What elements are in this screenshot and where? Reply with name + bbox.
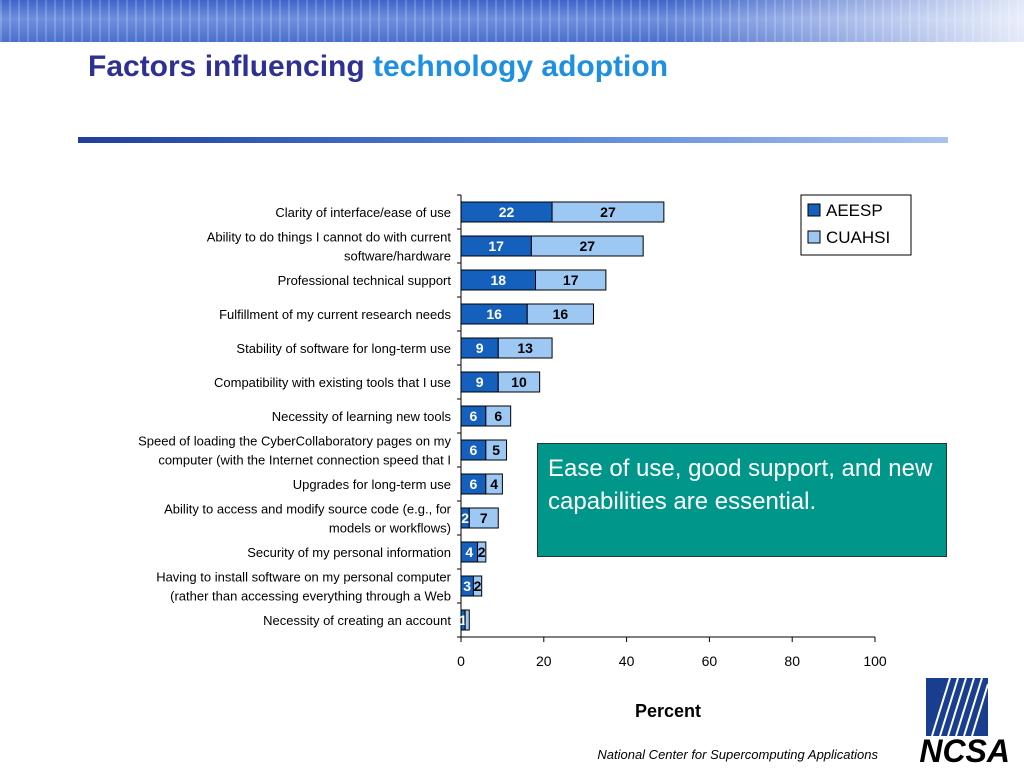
callout-text: Ease of use, good support, and new capab… [548,455,933,515]
bar-cuahsi [464,609,470,631]
x-axis-title: Percent [635,701,701,721]
footer-org-name: National Center for Supercomputing Appli… [597,747,878,762]
x-tick-label: 80 [784,653,800,669]
callout-box: Ease of use, good support, and new capab… [537,443,947,557]
data-label-cuahsi: 13 [517,340,533,356]
category-label: Compatibility with existing tools that I… [214,375,451,390]
category-label: Stability of software for long-term use [236,341,451,356]
top-banner [0,0,1024,42]
bar-cuahsi [497,337,553,359]
bar-cuahsi [485,439,508,461]
data-label-cuahsi: 27 [579,238,595,254]
category-label: (rather than accessing everything throug… [170,589,451,604]
legend-label-cuahsi: CUAHSI [826,228,890,247]
bar-cuahsi [551,201,665,223]
category-label: Necessity of learning new tools [272,409,452,424]
data-label-cuahsi: 16 [553,306,569,322]
slide-title: Factors influencing technology adoption [88,50,668,84]
data-label-aeesp: 4 [465,544,473,560]
data-label-aeesp: 9 [476,374,484,390]
data-label-cuahsi: 2 [474,578,482,594]
bar-cuahsi [485,405,512,427]
logo-mark-stripes [931,677,989,737]
category-label: software/hardware [344,249,451,264]
logo-text: NCSA [919,733,1010,764]
title-part-1: Factors influencing [88,50,365,83]
bar-cuahsi [472,575,483,597]
category-label: Speed of loading the CyberCollaboratory … [138,434,451,449]
title-divider [78,137,948,143]
title-part-2: technology adoption [373,50,669,83]
category-label: Upgrades for long-term use [293,477,451,492]
x-tick-label: 60 [702,653,718,669]
data-label-cuahsi: 5 [492,442,500,458]
category-label: computer (with the Internet connection s… [158,453,451,468]
legend-swatch-aeesp [807,203,821,217]
category-label: Ability to access and modify source code… [164,502,452,517]
data-label-cuahsi: 10 [511,374,527,390]
category-label: Fulfillment of my current research needs [219,307,451,322]
data-label-cuahsi: 2 [478,544,486,560]
data-label-aeesp: 1 [459,612,467,628]
data-label-aeesp: 17 [488,238,504,254]
data-label-aeesp: 22 [499,204,515,220]
bar-cuahsi [468,507,499,529]
category-label: Security of my personal information [247,545,451,560]
legend-swatch-cuahsi [807,230,821,244]
data-label-cuahsi: 17 [563,272,579,288]
ncsa-logo: NCSA [919,677,1010,764]
data-label-aeesp: 18 [490,272,506,288]
category-label: Having to install software on my persona… [156,570,451,585]
data-label-aeesp: 16 [486,306,502,322]
x-tick-label: 40 [619,653,635,669]
data-label-aeesp: 6 [470,408,478,424]
category-label: Ability to do things I cannot do with cu… [207,230,452,245]
x-tick-label: 0 [457,653,465,669]
category-label: models or workflows) [329,521,451,536]
category-label: Clarity of interface/ease of use [275,205,451,220]
x-tick-label: 100 [863,653,887,669]
data-label-aeesp: 2 [461,510,469,526]
bar-cuahsi [535,269,607,291]
data-label-aeesp: 6 [470,442,478,458]
bar-cuahsi [530,235,644,257]
data-label-cuahsi: 27 [600,204,616,220]
data-label-cuahsi: 4 [490,476,498,492]
data-label-cuahsi: 7 [480,510,488,526]
bar-cuahsi [477,541,487,563]
legend-label-aeesp: AEESP [826,201,883,220]
data-label-cuahsi: 6 [494,408,502,424]
bar-cuahsi [526,303,594,325]
category-label: Necessity of creating an account [263,613,451,628]
data-label-aeesp: 6 [470,476,478,492]
bar-cuahsi [485,473,503,495]
data-label-aeesp: 9 [476,340,484,356]
bar-cuahsi [497,371,541,393]
category-label: Professional technical support [278,273,452,288]
data-label-aeesp: 3 [463,578,471,594]
x-tick-label: 20 [536,653,552,669]
